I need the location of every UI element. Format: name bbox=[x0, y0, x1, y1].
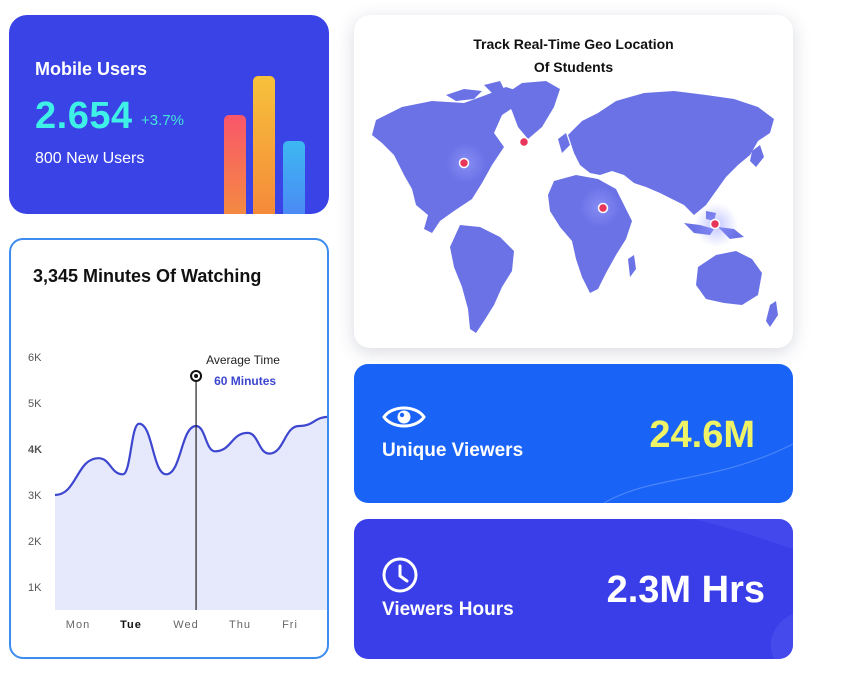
mobile-users-bar bbox=[283, 141, 305, 214]
map-greenland bbox=[504, 81, 560, 139]
map-eurasia bbox=[568, 91, 774, 215]
chart-area-fill bbox=[55, 416, 327, 610]
card-decoration bbox=[694, 519, 793, 659]
mobile-users-bar bbox=[253, 76, 275, 214]
map-arctic-islands bbox=[446, 81, 504, 101]
x-tick-label: Thu bbox=[229, 619, 251, 631]
map-marker[interactable] bbox=[518, 136, 530, 148]
watching-card: 3,345 Minutes Of Watching 6K 5K 4K 3K 2K 1K Mo… bbox=[9, 238, 329, 659]
tooltip-value: 60 Minutes bbox=[214, 374, 276, 388]
y-tick-label: 4K bbox=[28, 444, 42, 456]
mobile-users-change: +3.7% bbox=[141, 112, 184, 129]
mobile-users-value: 2.654 bbox=[35, 95, 133, 137]
unique-viewers-label: Unique Viewers bbox=[382, 440, 524, 461]
map-south-america bbox=[450, 225, 514, 333]
geo-map-title-line2: Of Students bbox=[533, 59, 614, 75]
y-tick-label: 6K bbox=[28, 352, 42, 364]
y-tick-label: 5K bbox=[28, 398, 42, 410]
chart-series-line bbox=[54, 415, 327, 497]
map-australia bbox=[696, 251, 762, 305]
world-map bbox=[372, 81, 778, 333]
map-japan bbox=[750, 145, 764, 167]
map-new-zealand bbox=[766, 301, 778, 327]
mobile-users-card: Mobile Users 2.654 +3.7% 800 New Users bbox=[9, 15, 329, 214]
x-tick-label: Fri bbox=[282, 619, 298, 631]
x-tick-label: Wed bbox=[173, 619, 198, 631]
clock-icon bbox=[382, 557, 418, 593]
map-uk bbox=[558, 133, 570, 153]
y-tick-label: 3K bbox=[28, 490, 42, 502]
map-marker[interactable] bbox=[597, 202, 609, 214]
mobile-users-bar bbox=[224, 115, 246, 214]
geo-map-card: Track Real-Time Geo Location Of Students bbox=[354, 15, 793, 348]
viewers-hours-label: Viewers Hours bbox=[382, 599, 514, 620]
x-tick-label: Mon bbox=[66, 619, 90, 631]
viewers-hours-card: Viewers Hours 2.3M Hrs bbox=[354, 519, 793, 659]
map-marker[interactable] bbox=[709, 218, 721, 230]
map-madagascar bbox=[628, 255, 636, 277]
mobile-users-new: 800 New Users bbox=[35, 150, 145, 167]
geo-map-title-line1: Track Real-Time Geo Location bbox=[473, 36, 674, 52]
x-tick-label: Tue bbox=[120, 619, 142, 631]
map-markers bbox=[458, 136, 721, 230]
eye-icon bbox=[382, 406, 426, 428]
watching-title: 3,345 Minutes Of Watching bbox=[33, 266, 262, 286]
viewers-hours-value: 2.3M Hrs bbox=[606, 569, 765, 611]
tooltip-title: Average Time bbox=[206, 353, 280, 367]
unique-viewers-card: Unique Viewers 24.6M bbox=[354, 364, 793, 503]
mobile-users-title: Mobile Users bbox=[35, 59, 148, 79]
unique-viewers-value: 24.6M bbox=[649, 414, 755, 456]
y-tick-label: 1K bbox=[28, 582, 42, 594]
watching-chart: 6K 5K 4K 3K 2K 1K Mon Tue Wed Thu Fri Average Time 6… bbox=[28, 352, 327, 631]
y-tick-label: 2K bbox=[28, 536, 42, 548]
geo-map-title: Track Real-Time Geo Location Of Students bbox=[354, 33, 793, 79]
card-decoration bbox=[603, 443, 793, 503]
map-marker[interactable] bbox=[458, 157, 470, 169]
chart-highlight-dot bbox=[194, 374, 199, 378]
